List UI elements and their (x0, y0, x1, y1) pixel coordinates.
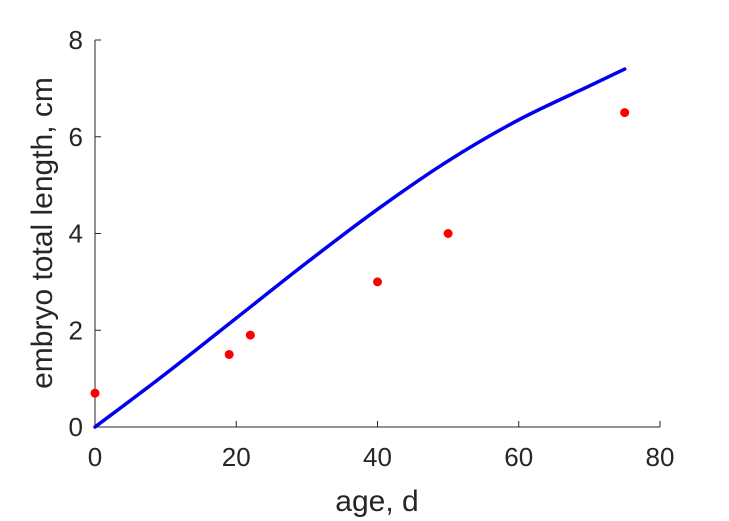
model-curve (93, 67, 627, 429)
data-point (245, 330, 255, 340)
y-tick-label: 4 (69, 219, 83, 249)
data-point (443, 229, 453, 238)
x-tick-label: 20 (222, 442, 251, 472)
y-tick-label: 2 (69, 315, 83, 345)
x-tick-label: 40 (363, 442, 392, 472)
y-tick-label: 6 (69, 122, 83, 152)
data-point (224, 349, 234, 359)
data-point (90, 388, 100, 398)
tick-labels: 0 20 40 60 80 0 2 4 6 8 (69, 25, 675, 472)
y-axis-title: embryo total length, cm (26, 77, 59, 389)
axes (94, 40, 660, 428)
y-tick-label: 8 (69, 25, 83, 55)
y-tick-label: 0 (69, 412, 83, 442)
data-point (373, 277, 382, 287)
x-tick-label: 0 (88, 442, 102, 472)
data-point (620, 108, 630, 118)
x-axis-title: age, d (335, 485, 418, 518)
x-tick-label: 60 (504, 442, 533, 472)
ticks (94, 39, 661, 428)
x-tick-label: 80 (646, 442, 675, 472)
series-layer (90, 67, 630, 429)
